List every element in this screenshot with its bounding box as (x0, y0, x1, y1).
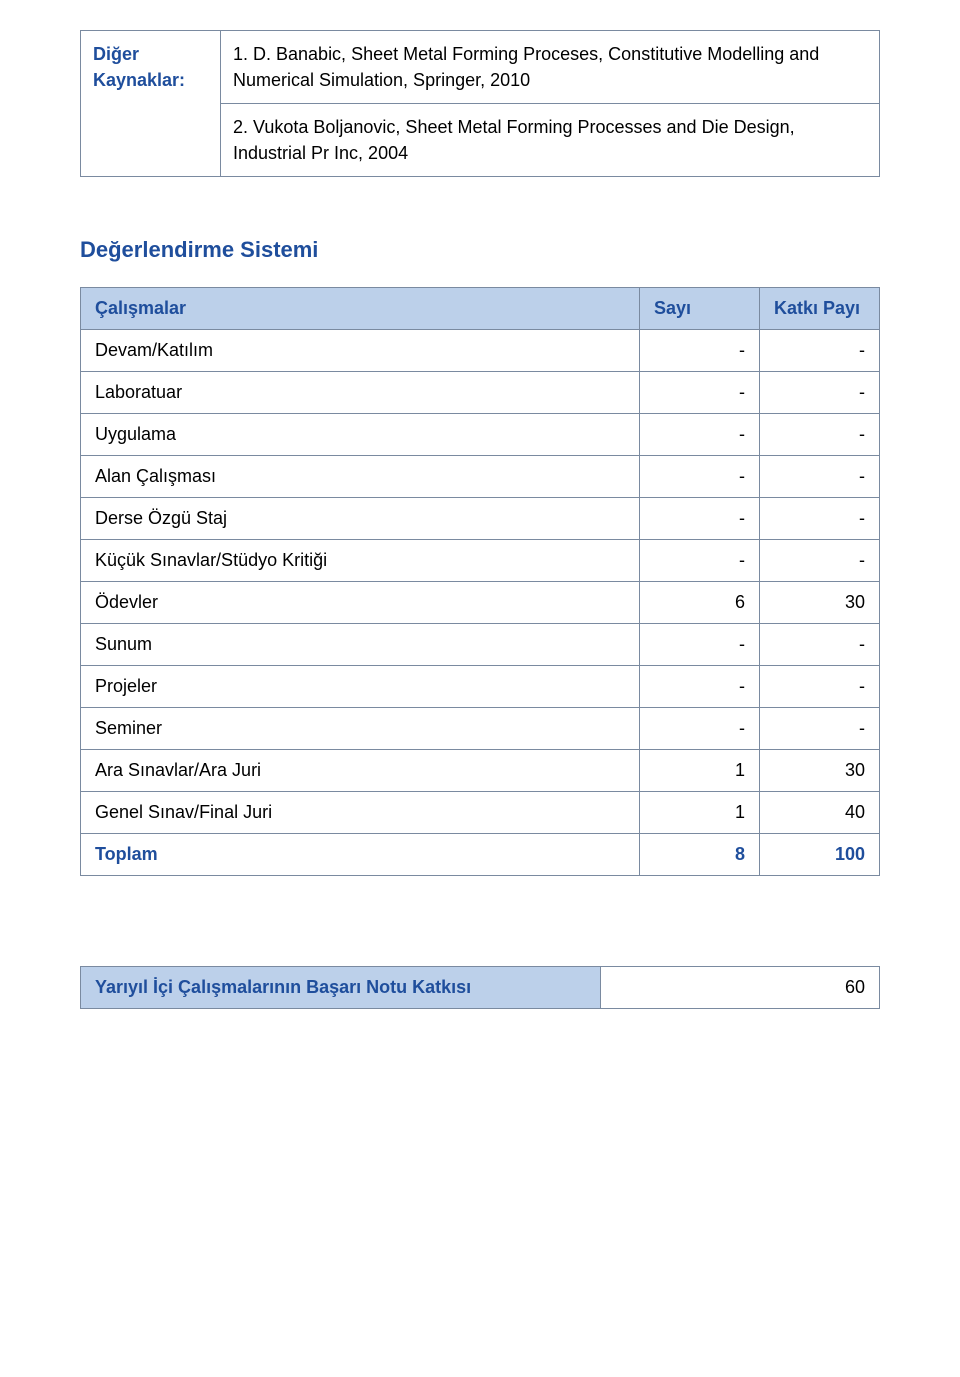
references-table: Diğer Kaynaklar: 1. D. Banabic, Sheet Me… (80, 30, 880, 177)
row-weight: - (760, 372, 880, 414)
table-row: Derse Özgü Staj - - (81, 498, 880, 540)
row-count: - (640, 456, 760, 498)
contribution-table: Yarıyıl İçi Çalışmalarının Başarı Notu K… (80, 966, 880, 1009)
row-count: - (640, 498, 760, 540)
row-name: Ödevler (81, 582, 640, 624)
row-weight: - (760, 414, 880, 456)
row-count: - (640, 624, 760, 666)
row-count: 1 (640, 792, 760, 834)
reference-item: 1. D. Banabic, Sheet Metal Forming Proce… (221, 31, 880, 104)
assessment-body: Devam/Katılım - - Laboratuar - - Uygulam… (81, 330, 880, 876)
row-count: 1 (640, 750, 760, 792)
row-name: Alan Çalışması (81, 456, 640, 498)
assessment-table: Çalışmalar Sayı Katkı Payı Devam/Katılım… (80, 287, 880, 876)
table-row: Uygulama - - (81, 414, 880, 456)
row-weight: - (760, 624, 880, 666)
column-header-name: Çalışmalar (81, 288, 640, 330)
row-count: - (640, 330, 760, 372)
row-name: Genel Sınav/Final Juri (81, 792, 640, 834)
row-name: Sunum (81, 624, 640, 666)
total-weight: 100 (760, 834, 880, 876)
row-count: - (640, 666, 760, 708)
row-weight: 40 (760, 792, 880, 834)
table-row: Genel Sınav/Final Juri 1 40 (81, 792, 880, 834)
references-label: Diğer Kaynaklar: (81, 31, 221, 177)
table-row: Ara Sınavlar/Ara Juri 1 30 (81, 750, 880, 792)
row-name: Projeler (81, 666, 640, 708)
table-row: Sunum - - (81, 624, 880, 666)
reference-item: 2. Vukota Boljanovic, Sheet Metal Formin… (221, 104, 880, 177)
row-name: Küçük Sınavlar/Stüdyo Kritiği (81, 540, 640, 582)
row-name: Derse Özgü Staj (81, 498, 640, 540)
row-weight: - (760, 456, 880, 498)
table-row: Projeler - - (81, 666, 880, 708)
row-name: Seminer (81, 708, 640, 750)
row-weight: 30 (760, 750, 880, 792)
row-count: - (640, 540, 760, 582)
assessment-title: Değerlendirme Sistemi (80, 237, 880, 263)
contribution-value: 60 (601, 967, 880, 1009)
row-name: Uygulama (81, 414, 640, 456)
row-weight: - (760, 540, 880, 582)
table-row: Laboratuar - - (81, 372, 880, 414)
row-weight: - (760, 330, 880, 372)
row-count: - (640, 708, 760, 750)
row-weight: 30 (760, 582, 880, 624)
contribution-label: Yarıyıl İçi Çalışmalarının Başarı Notu K… (81, 967, 601, 1009)
total-label: Toplam (81, 834, 640, 876)
total-row: Toplam 8 100 (81, 834, 880, 876)
table-row: Küçük Sınavlar/Stüdyo Kritiği - - (81, 540, 880, 582)
table-row: Ödevler 6 30 (81, 582, 880, 624)
row-weight: - (760, 666, 880, 708)
column-header-weight: Katkı Payı (760, 288, 880, 330)
total-count: 8 (640, 834, 760, 876)
table-row: Alan Çalışması - - (81, 456, 880, 498)
row-name: Ara Sınavlar/Ara Juri (81, 750, 640, 792)
row-weight: - (760, 708, 880, 750)
row-count: - (640, 414, 760, 456)
row-weight: - (760, 498, 880, 540)
column-header-count: Sayı (640, 288, 760, 330)
table-row: Seminer - - (81, 708, 880, 750)
row-count: 6 (640, 582, 760, 624)
row-count: - (640, 372, 760, 414)
row-name: Laboratuar (81, 372, 640, 414)
row-name: Devam/Katılım (81, 330, 640, 372)
table-row: Devam/Katılım - - (81, 330, 880, 372)
